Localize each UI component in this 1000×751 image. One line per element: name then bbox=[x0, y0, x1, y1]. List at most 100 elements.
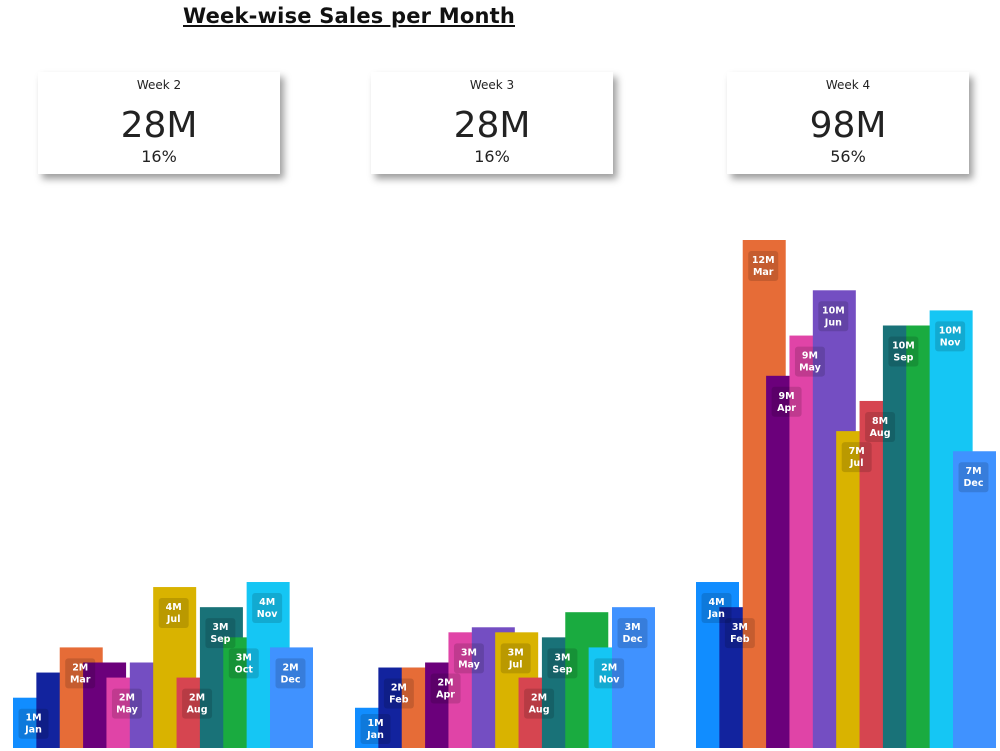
data-label-value: 3M bbox=[236, 652, 252, 663]
data-label-value: 2M bbox=[119, 693, 135, 704]
data-label-value: 7M bbox=[965, 466, 981, 477]
data-label-box bbox=[888, 336, 919, 367]
data-label-value: 10M bbox=[939, 325, 962, 336]
card-title: Week 2 bbox=[136, 78, 182, 92]
bar-chart-4: 4MJan3MFeb12MMar9MApr9MMay10MJun7MJul8MA… bbox=[696, 240, 996, 748]
data-label-month: Sep bbox=[893, 353, 913, 364]
data-label-month: Feb bbox=[730, 634, 750, 645]
data-label-value: 3M bbox=[624, 622, 640, 633]
data-label-month: Mar bbox=[70, 674, 91, 685]
data-label-box bbox=[360, 714, 391, 744]
data-label-month: Apr bbox=[777, 403, 796, 414]
data-label-box bbox=[594, 658, 625, 689]
data-label-box bbox=[205, 618, 236, 649]
data-label-box bbox=[935, 321, 966, 352]
data-label-box bbox=[158, 598, 189, 629]
data-label-month: Apr bbox=[436, 689, 455, 700]
data-label-box bbox=[252, 593, 283, 624]
bar-dec[interactable] bbox=[270, 647, 313, 748]
data-label-month: Oct bbox=[235, 664, 254, 675]
data-label-month: Jan bbox=[366, 730, 384, 741]
data-label-value: 2M bbox=[189, 693, 205, 704]
data-label-month: Mar bbox=[753, 267, 774, 278]
data-label-value: 3M bbox=[554, 652, 570, 663]
data-label-value: 2M bbox=[72, 662, 88, 673]
data-label-month: Nov bbox=[257, 609, 278, 620]
data-label-box bbox=[865, 411, 896, 442]
data-label-month: Sep bbox=[552, 664, 572, 675]
data-label-box bbox=[724, 618, 755, 649]
data-label-month: Jan bbox=[24, 725, 42, 736]
data-label-value: 2M bbox=[282, 662, 298, 673]
data-label-value: 2M bbox=[438, 677, 454, 688]
data-label-value: 1M bbox=[25, 713, 41, 724]
data-label-box bbox=[958, 462, 989, 493]
data-label-value: 3M bbox=[461, 647, 477, 658]
card-title: Week 3 bbox=[469, 78, 515, 92]
page-title: Week-wise Sales per Month bbox=[183, 4, 515, 28]
data-label-value: 2M bbox=[601, 662, 617, 673]
data-label-month: Aug bbox=[870, 428, 891, 439]
data-label-month: Jun bbox=[824, 317, 842, 328]
data-label-month: Jul bbox=[508, 659, 523, 670]
data-label-value: 3M bbox=[508, 647, 524, 658]
data-label-value: 12M bbox=[752, 255, 775, 266]
bar-dec[interactable] bbox=[612, 607, 655, 748]
card-value: 28M bbox=[120, 105, 198, 146]
data-label-box bbox=[111, 688, 142, 719]
data-label-month: May bbox=[799, 363, 822, 374]
data-label-value: 9M bbox=[802, 351, 818, 362]
data-label-value: 4M bbox=[708, 597, 724, 608]
card-percent: 56% bbox=[830, 147, 866, 166]
data-label-month: May bbox=[458, 659, 481, 670]
card-percent: 16% bbox=[141, 147, 177, 166]
data-label-box bbox=[228, 648, 259, 679]
data-label-box bbox=[617, 618, 648, 649]
data-label-month: Aug bbox=[187, 705, 208, 716]
data-label-box bbox=[524, 688, 555, 719]
card-percent: 16% bbox=[474, 147, 510, 166]
bar-chart-2: 1MJan2MMar2MMay4MJul2MAug3MSep3MOct4MNov… bbox=[13, 582, 313, 748]
kpi-card-week-4[interactable]: Week 4 98M 56% bbox=[727, 72, 969, 174]
data-label-month: Dec bbox=[623, 634, 643, 645]
data-label-box bbox=[500, 643, 531, 674]
data-label-box bbox=[841, 442, 872, 473]
data-label-value: 10M bbox=[892, 341, 915, 352]
data-label-month: Jul bbox=[166, 614, 181, 625]
data-label-box bbox=[818, 301, 849, 332]
data-label-value: 1M bbox=[367, 718, 383, 729]
data-label-box bbox=[771, 386, 802, 417]
data-label-month: Jul bbox=[849, 458, 864, 469]
card-title: Week 4 bbox=[825, 78, 871, 92]
data-label-box bbox=[547, 648, 578, 679]
kpi-card-week-3[interactable]: Week 3 28M 16% bbox=[371, 72, 613, 174]
data-label-box bbox=[453, 643, 484, 674]
data-label-month: Aug bbox=[529, 705, 550, 716]
data-label-box bbox=[794, 346, 825, 377]
data-label-box bbox=[182, 688, 213, 719]
data-label-box bbox=[701, 593, 732, 624]
data-label-month: Sep bbox=[210, 634, 230, 645]
bar-dec[interactable] bbox=[953, 451, 996, 748]
data-label-month: Dec bbox=[964, 478, 984, 489]
data-label-box bbox=[383, 678, 414, 709]
data-label-month: May bbox=[116, 705, 139, 716]
data-label-value: 8M bbox=[872, 416, 888, 427]
data-label-value: 7M bbox=[849, 446, 865, 457]
kpi-card-week-2[interactable]: Week 2 28M 16% bbox=[38, 72, 280, 174]
data-label-month: Feb bbox=[389, 695, 409, 706]
data-label-value: 9M bbox=[779, 391, 795, 402]
data-label-box bbox=[18, 708, 49, 739]
data-label-value: 4M bbox=[259, 597, 275, 608]
data-label-month: Jan bbox=[707, 609, 725, 620]
card-value: 98M bbox=[809, 105, 887, 146]
data-label-value: 10M bbox=[822, 305, 845, 316]
data-label-box bbox=[65, 658, 96, 689]
card-value: 28M bbox=[453, 105, 531, 146]
data-label-box bbox=[748, 251, 779, 281]
data-label-value: 4M bbox=[166, 602, 182, 613]
data-label-value: 2M bbox=[531, 693, 547, 704]
data-label-month: Nov bbox=[940, 337, 961, 348]
data-label-value: 3M bbox=[212, 622, 228, 633]
